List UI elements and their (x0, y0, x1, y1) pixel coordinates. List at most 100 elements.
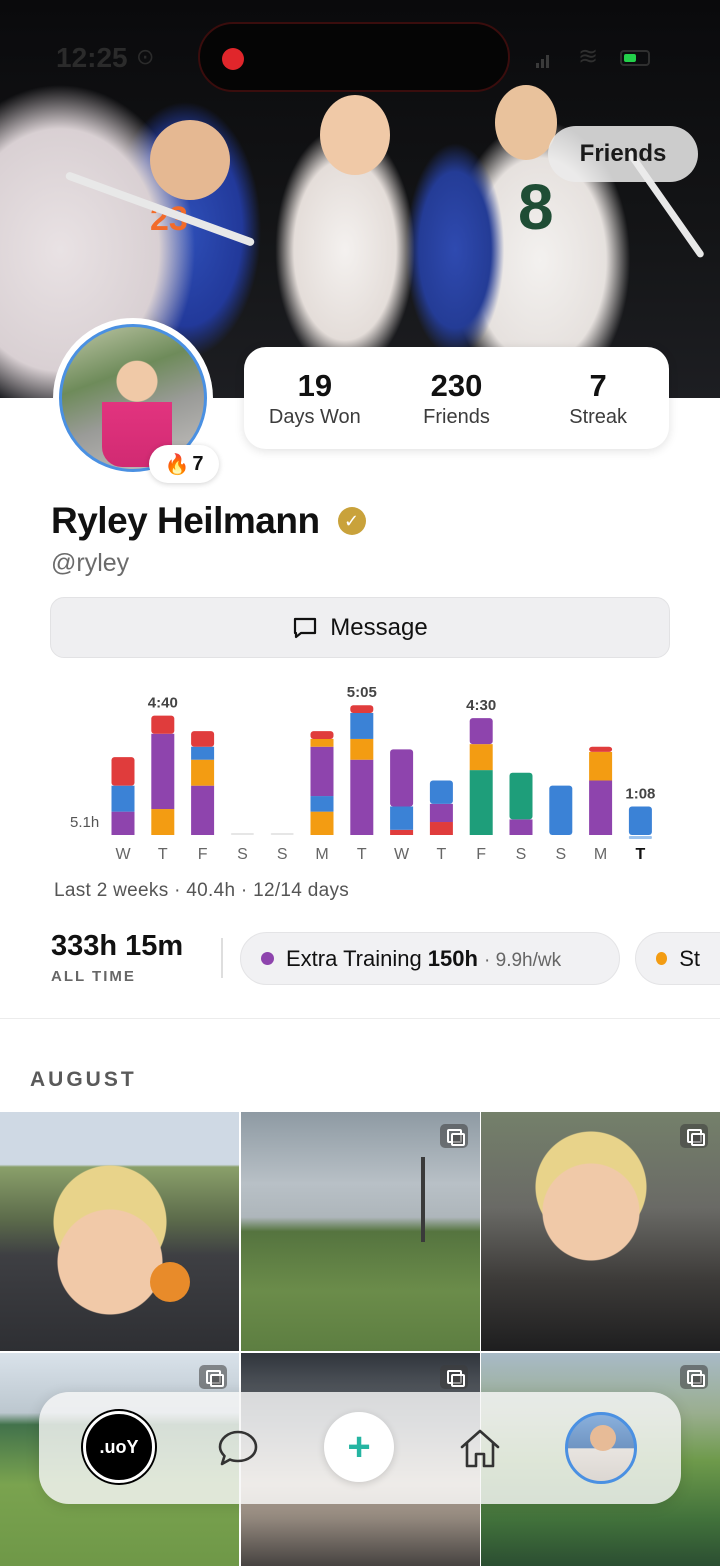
chart-day-label: M (315, 846, 328, 863)
profile-name: Ryley Heilmann (51, 500, 320, 541)
status-time: 12:25 (56, 42, 128, 73)
category-pill-extra-training[interactable]: Extra Training 150h · 9.9h/wk (240, 932, 620, 985)
battery-icon (620, 50, 650, 66)
activity-chart: 5.1h W 4:40 T F S S M 5:05 T W T 4:30 F S S M 1:08 T (70, 684, 655, 863)
chart-day-label: T (357, 846, 367, 863)
stat-value: 19 (297, 367, 333, 403)
streak-badge: 🔥 7 (149, 445, 219, 483)
jersey-number: 8 (518, 171, 554, 243)
total-label: ALL TIME (51, 968, 136, 985)
bottom-nav: .uoY + (39, 1392, 681, 1504)
chart-day-label: W (115, 846, 131, 863)
photo-tile[interactable] (241, 1112, 480, 1351)
chart-day-label: T (158, 846, 168, 863)
camera-status-icon: ⊙ (136, 44, 155, 69)
chart-bar-segment (310, 746, 334, 797)
add-button[interactable]: + (324, 1412, 394, 1482)
stat-label: Streak (569, 405, 628, 428)
chart-value-label: 1:08 (625, 785, 655, 802)
chart-bar-segment (350, 705, 374, 713)
chart-ref-label: 5.1h (70, 814, 99, 831)
chart-bar-empty (270, 833, 294, 835)
total-time: 333h 15m (51, 930, 184, 962)
chart-bar-segment (549, 785, 573, 835)
category-hours: 150h (427, 945, 478, 971)
fire-icon: 🔥 (164, 453, 190, 476)
chart-summary: Last 2 weeks · 40.4h · 12/14 days (54, 880, 350, 901)
chart-bar-segment (469, 770, 493, 835)
chart-bar-segment (310, 811, 334, 835)
chart-bar-segment (350, 712, 374, 739)
chat-icon[interactable] (215, 1425, 261, 1471)
chart-bar-segment (191, 731, 215, 747)
chart-bar-segment (469, 744, 493, 771)
name-row: Ryley Heilmann ✓ (51, 500, 366, 542)
category-rate: · 9.9h/wk (484, 949, 562, 971)
chart-bar-segment (390, 829, 414, 835)
message-label: Message (330, 613, 428, 641)
chart-day-label: S (237, 846, 248, 863)
chart-bar-segment (191, 759, 215, 786)
chart-bar-segment (191, 746, 215, 760)
chart-bar-segment (390, 749, 414, 807)
category-dot (261, 952, 274, 965)
multi-photo-icon (680, 1365, 708, 1389)
category-pill-second[interactable]: St (635, 932, 720, 985)
chart-value-label: 4:40 (148, 695, 178, 712)
message-icon (294, 617, 317, 638)
chart-bar-segment (589, 751, 613, 781)
photo-tile[interactable] (481, 1112, 720, 1351)
chart-value-label: 4:30 (466, 697, 496, 714)
chart-bar-segment (509, 772, 533, 820)
streak-count: 7 (192, 452, 204, 475)
chart-day-label: S (516, 846, 527, 863)
chart-day-label: F (476, 846, 486, 863)
chart-bar-segment (151, 715, 175, 734)
wifi-icon: ≋ (578, 43, 599, 70)
friends-button[interactable]: Friends (548, 126, 698, 182)
chart-bar-segment (469, 718, 493, 745)
nav-joy-button[interactable]: .uoY (83, 1411, 155, 1483)
stat-label: Friends (423, 405, 490, 428)
category-name: St (679, 945, 700, 971)
chart-day-label: S (555, 846, 566, 863)
cover-figure (320, 95, 390, 175)
stat-streak[interactable]: 7 Streak (533, 368, 663, 429)
chart-bar-segment (310, 796, 334, 812)
section-divider (0, 1018, 720, 1019)
dynamic-island (198, 22, 510, 92)
month-heading: AUGUST (30, 1068, 137, 1091)
chart-day-label: T (437, 846, 447, 863)
chart-day-label: M (594, 846, 607, 863)
chart-bar-segment (589, 746, 613, 752)
chart-bar-segment (151, 733, 175, 810)
photo-tile[interactable] (0, 1112, 239, 1351)
recording-indicator-icon (222, 48, 244, 70)
nav-profile-avatar[interactable] (565, 1412, 637, 1484)
chart-bar-empty (230, 833, 254, 835)
light-pole (421, 1157, 425, 1242)
stat-friends[interactable]: 230 Friends (391, 368, 521, 429)
stats-card: 19 Days Won 230 Friends 7 Streak (244, 347, 669, 449)
home-icon[interactable] (456, 1425, 504, 1471)
avatar-face (590, 1425, 616, 1451)
chart-bar-segment (429, 780, 453, 804)
chart-bar-segment (310, 738, 334, 747)
chart-bar-segment (151, 809, 175, 835)
multi-photo-icon (199, 1365, 227, 1389)
stat-days-won[interactable]: 19 Days Won (250, 368, 380, 429)
category-name: Extra Training (286, 945, 422, 971)
chart-day-label: F (198, 846, 208, 863)
chart-bar-segment (628, 806, 652, 835)
chart-bar-segment (111, 811, 135, 835)
chart-bar-segment (350, 738, 374, 760)
chart-value-label: 5:05 (347, 684, 377, 701)
chart-bar-segment (509, 819, 533, 835)
verified-badge-icon: ✓ (337, 507, 366, 535)
chart-day-label: W (394, 846, 410, 863)
cover-figure (495, 85, 557, 160)
chart-bar-today-marker (628, 836, 652, 839)
message-button[interactable]: Message (50, 597, 670, 658)
chart-day-label: S (277, 846, 288, 863)
stat-value: 230 (430, 367, 483, 403)
